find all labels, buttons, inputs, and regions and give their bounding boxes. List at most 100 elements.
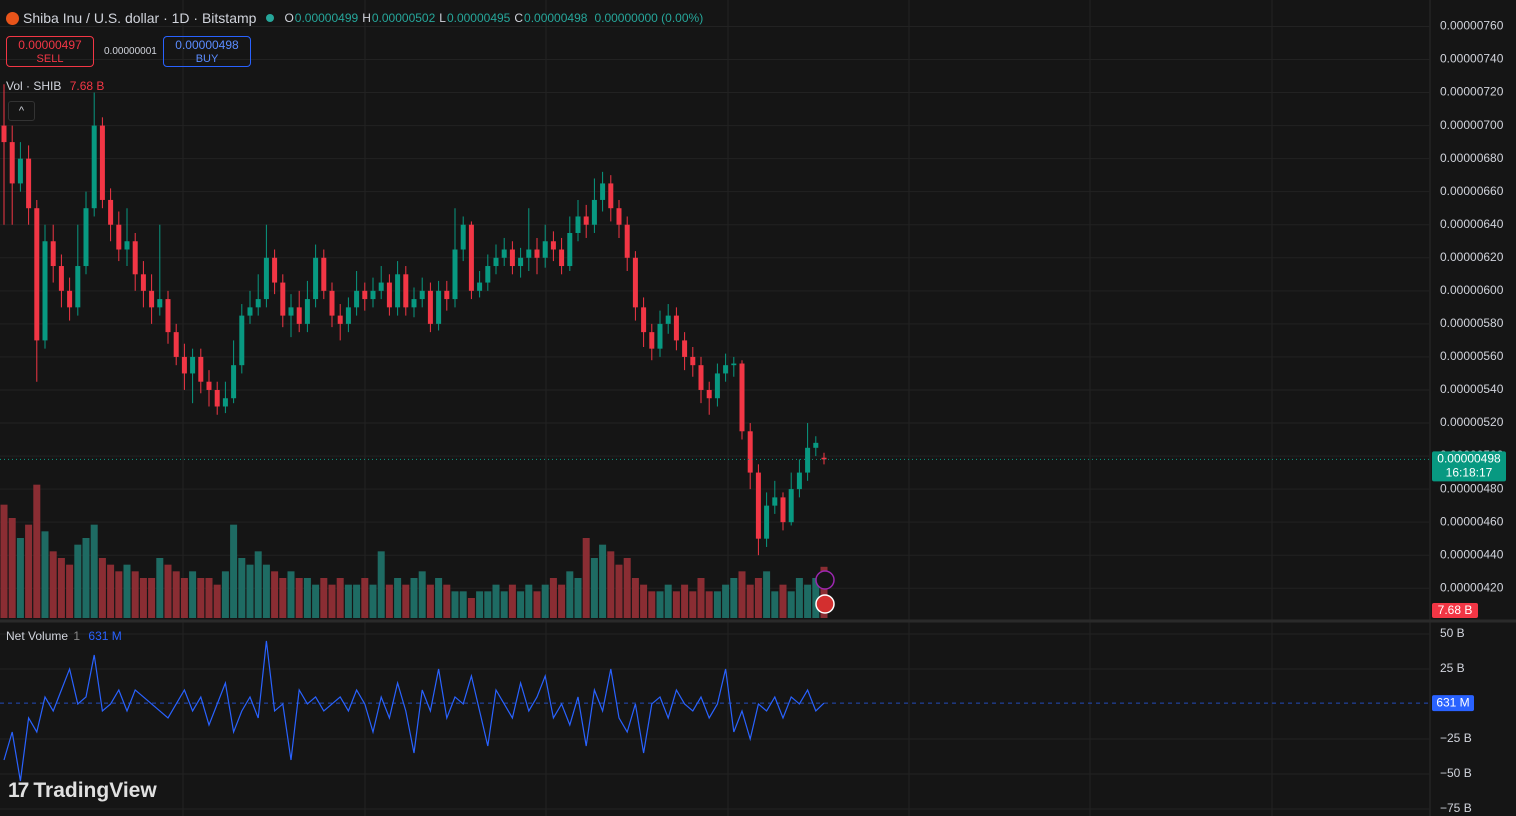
candle-body [657,323,663,349]
candle-body [386,282,392,308]
candle-body [255,299,261,308]
volume-bar [16,538,24,618]
candle-body [624,224,630,258]
net-volume-length: 1 [73,629,81,643]
volume-bar [98,558,106,618]
y-tick-label: 25 B [1440,661,1465,675]
sell-button[interactable]: 0.00000497 SELL [6,36,94,67]
candle-body [477,282,483,291]
candle-body [313,257,319,300]
volume-title: Vol · SHIB [6,79,62,93]
volume-bar [566,571,574,618]
volume-bar [599,544,607,618]
y-tick-label: 0.00000440 [1440,547,1504,561]
spread: 0.00000001 [104,46,157,57]
candle-body [1,125,7,143]
net-volume-tag [1432,695,1474,712]
volume-bar [328,584,336,618]
volume-bar [541,584,549,618]
ohlc-key: O [284,11,294,25]
volume-bar [763,571,771,618]
volume-bar [90,524,98,618]
y-tick-label: −25 B [1440,731,1472,745]
volume-bar [189,571,197,618]
volume-bar [385,584,393,618]
symbol-icon [6,11,19,25]
candle-body [140,274,146,291]
y-tick-label: 0.00000580 [1440,316,1504,330]
candle-body [354,290,360,308]
volume-bar [754,578,762,618]
current-price-tag [1432,451,1506,482]
event-icon [815,594,835,614]
collapse-button[interactable]: ^ [8,101,35,121]
candle-body [34,208,40,341]
volume-bar [615,564,623,618]
candle-body [165,299,171,333]
candle-body [108,199,114,225]
candle-body [485,266,491,283]
ohlc-value: 0.00000498 [524,11,588,25]
ohlc-value: 0.00000495 [446,11,511,25]
candle-body [395,274,401,308]
net-volume-value: 631 M [88,629,122,643]
candle-body [665,315,671,324]
candle-body [239,315,245,366]
candle-body [436,290,442,324]
candle-body [698,365,704,390]
volume-bar [656,591,664,618]
y-tick-label: 0.00000560 [1440,349,1504,363]
candle-body [222,398,228,407]
candle-body [575,216,581,233]
volume-bar [664,584,672,618]
volume-bar [574,578,582,618]
volume-bar [320,578,328,618]
candle-body [550,241,556,250]
volume-bar [549,578,557,618]
y-tick-label: 0.00000680 [1440,151,1504,165]
price-axis [1430,0,1516,816]
volume-bar [82,538,90,618]
candle-body [501,249,507,258]
volume-bar [66,564,74,618]
volume-bar [394,578,402,618]
buy-button[interactable]: 0.00000498 BUY [163,36,251,67]
candle-body [17,158,23,184]
volume-bar [205,578,213,618]
candle-body [9,142,15,184]
candle-body [427,290,433,324]
volume-bar [771,591,779,618]
candle-body [796,472,802,490]
change: 0.00000000 (0.00%) [594,11,704,25]
volume-bar [344,584,352,618]
candle-body [67,290,73,308]
candle-body [805,447,811,473]
volume-bar [131,571,139,618]
candle-body [296,307,302,324]
symbol-title[interactable]: Shiba Inu / U.S. dollar · 1D · Bitstamp [23,10,257,26]
volume-bar [484,591,492,618]
y-tick-label: 0.00000640 [1440,217,1504,231]
candle-body [272,257,278,283]
volume-bar [459,591,467,618]
volume-bar [8,518,16,618]
candle-body [26,158,32,209]
y-tick-label: 0.00000660 [1440,184,1504,198]
candle-body [329,290,335,316]
current-price-label: 0.00000498 [1437,452,1501,466]
candle-body [198,356,204,382]
candle-body [559,249,565,267]
candle-body [632,257,638,308]
volume-tag [1432,603,1478,618]
volume-bar [746,584,754,618]
brand-logo[interactable]: 17 TradingView [8,779,157,802]
volume-bar [681,584,689,618]
volume-bar [787,591,795,618]
candle-body [641,307,647,333]
volume-bar [492,584,500,618]
candle-body [542,241,548,258]
candle-body [444,290,450,300]
candle-body [288,307,294,316]
candle-body [304,299,310,324]
volume-bar [369,584,377,618]
